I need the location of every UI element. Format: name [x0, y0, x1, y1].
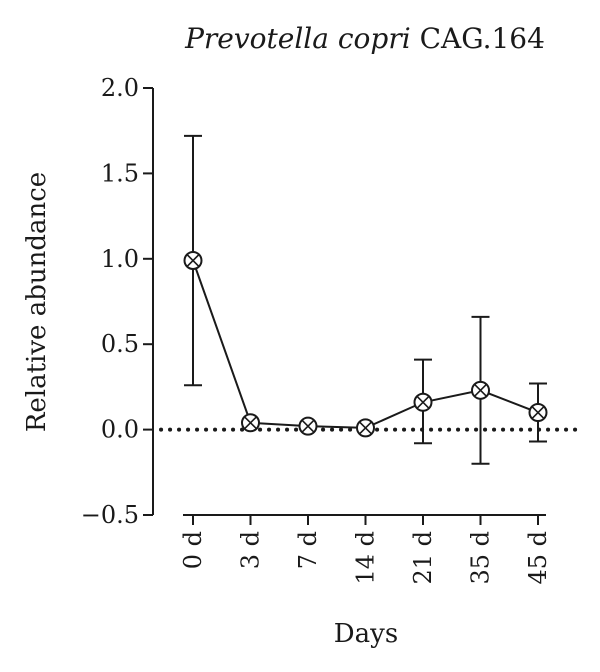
x-tick-label: 45 d — [524, 531, 552, 585]
y-tick-label: 0.5 — [101, 330, 139, 358]
data-point — [298, 416, 318, 436]
data-point — [241, 413, 260, 433]
y-tick-label: 0.0 — [101, 416, 139, 444]
x-tick-label: 3 d — [237, 531, 265, 569]
data-point-cross — [473, 383, 488, 397]
y-tick-label: 2.0 — [101, 74, 139, 102]
data-point-cross — [416, 395, 430, 409]
x-axis-label: Days — [334, 619, 398, 649]
x-axis: 0 d 3 d 7 d 14 d 21 d 35 d 45 d — [179, 514, 552, 585]
x-tick-label: 14 d — [352, 531, 380, 585]
x-tick-label: 7 d — [294, 531, 322, 569]
chart-title-rest: CAG.164 — [411, 22, 545, 55]
y-tick-label: 1.5 — [101, 159, 139, 187]
series-line — [192, 260, 539, 429]
error-bars — [184, 134, 547, 465]
x-tick-label: 35 d — [467, 531, 495, 585]
x-tick-label: 21 d — [409, 531, 437, 585]
data-point — [471, 380, 490, 400]
y-tick-label: −0.5 — [81, 501, 139, 529]
y-tick-label: 1.0 — [101, 245, 139, 273]
data-point — [528, 403, 548, 423]
data-point-cross — [186, 253, 200, 268]
y-axis-label: Relative abundance — [22, 172, 52, 432]
chart-title-italic: Prevotella copri — [184, 22, 411, 55]
data-point-cross — [531, 405, 545, 420]
data-point-cross — [301, 419, 315, 433]
data-point — [183, 251, 203, 271]
data-point — [413, 392, 433, 412]
chart-title: Prevotella copri CAG.164 — [184, 22, 545, 55]
data-point-cross — [243, 416, 258, 430]
data-markers — [183, 251, 548, 438]
data-point-cross — [358, 421, 373, 435]
y-axis: 2.0 1.5 1.0 0.5 0.0 −0.5 — [81, 74, 154, 529]
series-line-group — [192, 260, 539, 429]
data-point — [356, 418, 375, 438]
x-tick-label: 0 d — [179, 531, 207, 569]
